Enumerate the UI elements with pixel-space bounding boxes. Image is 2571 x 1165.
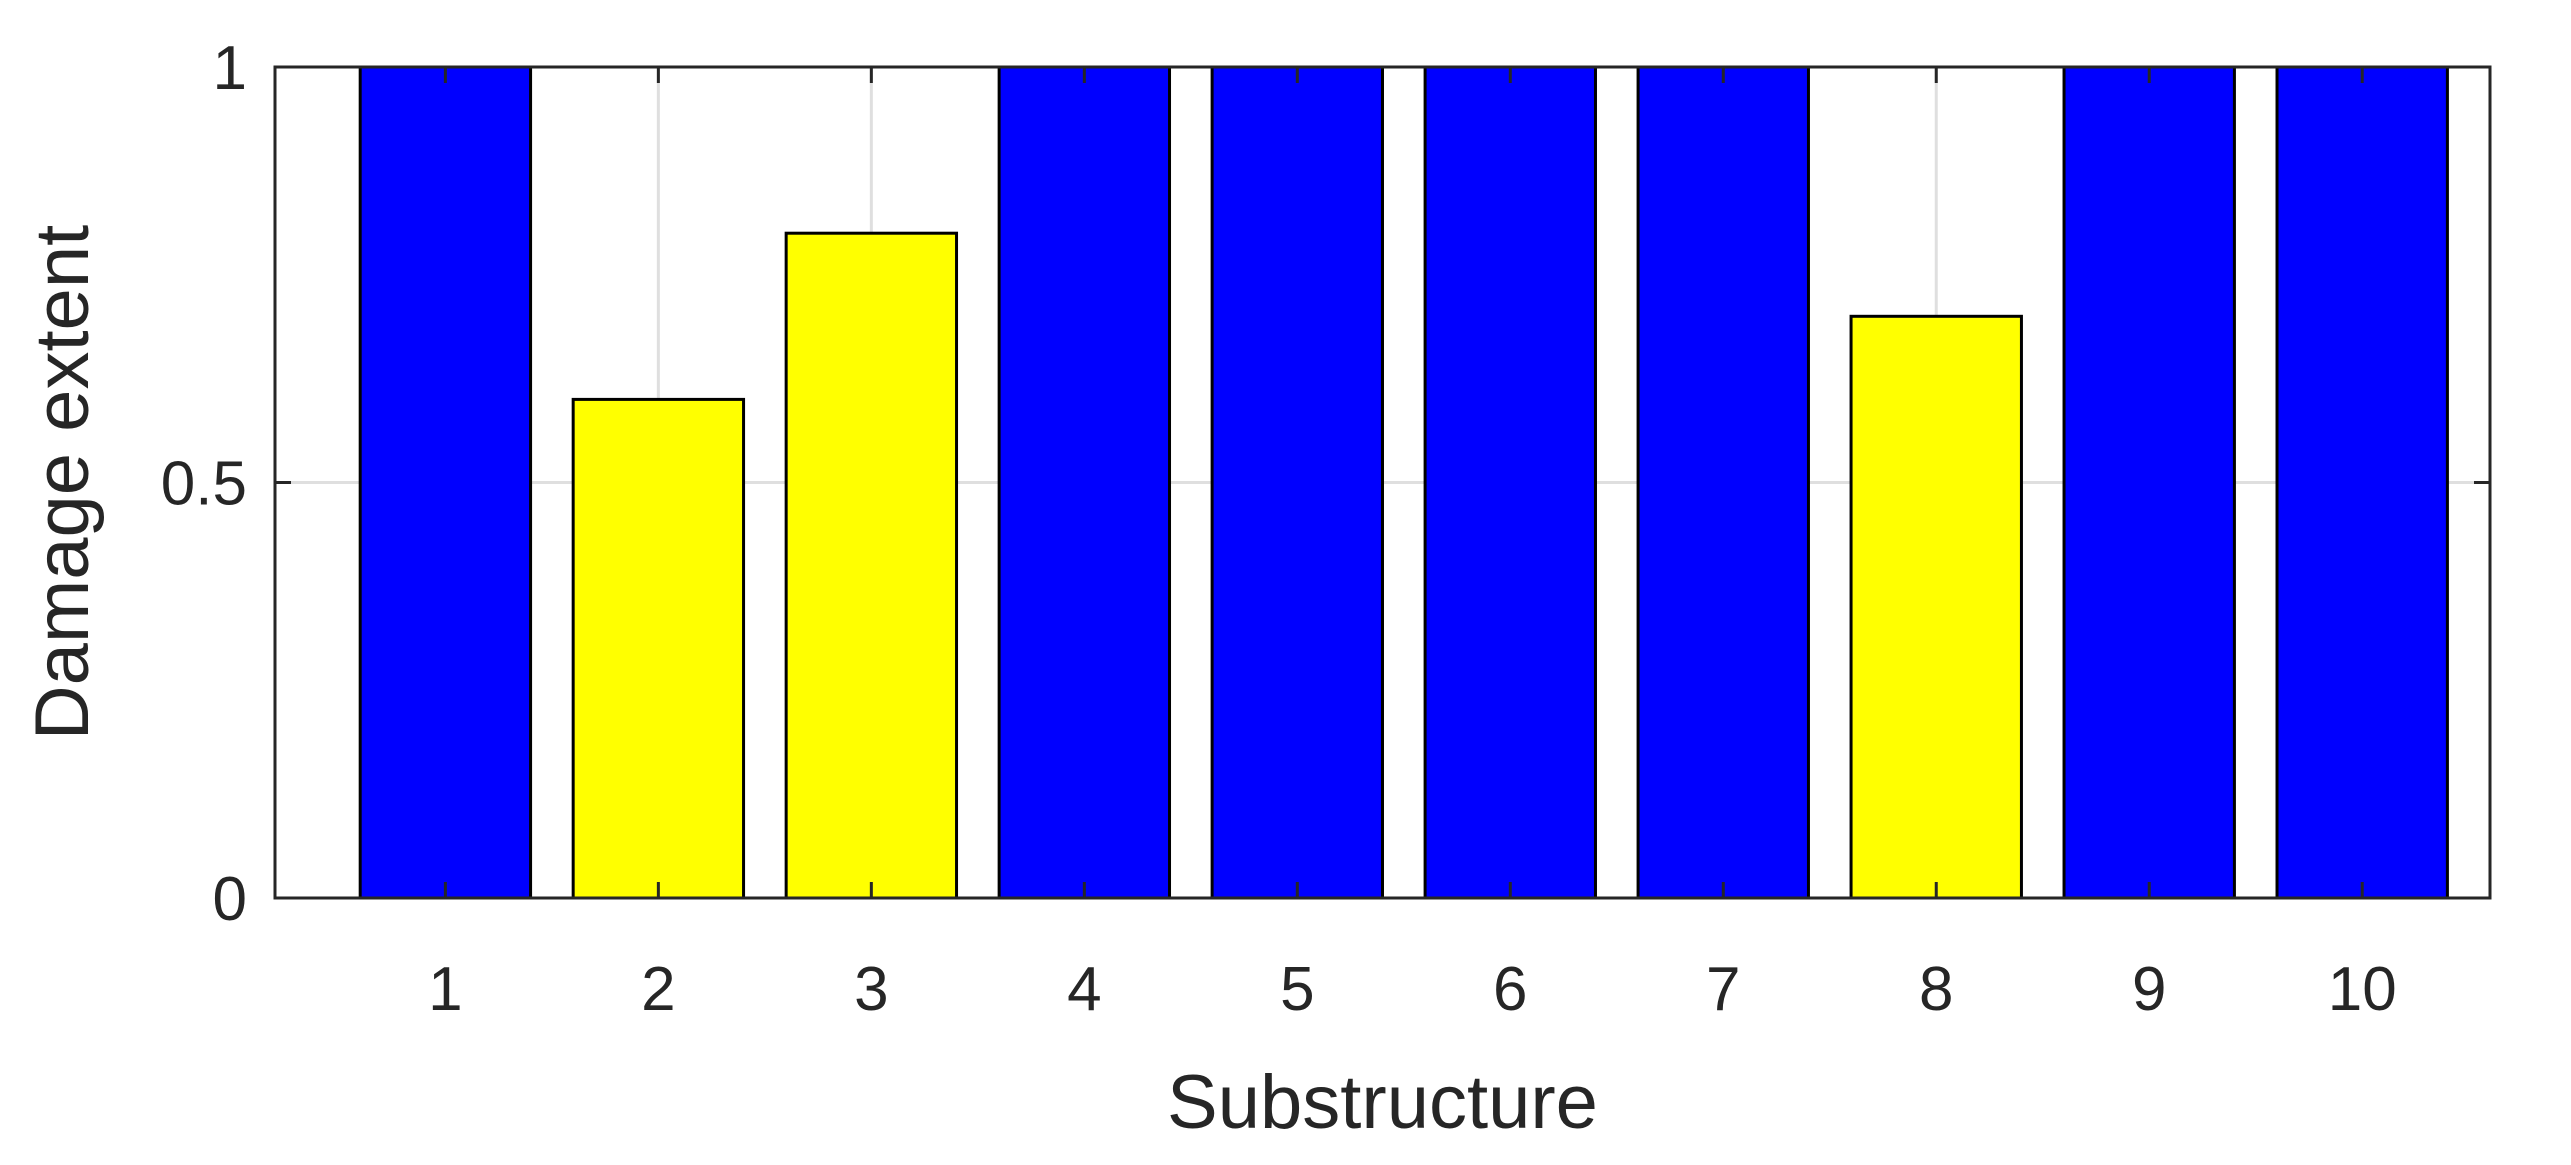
x-tick-label: 5 — [1280, 955, 1314, 1024]
bar-3 — [784, 231, 959, 900]
bar-2 — [571, 397, 746, 900]
bar-7 — [1636, 65, 1810, 900]
tick-marks — [275, 65, 2490, 900]
x-tick-label: 6 — [1493, 955, 1527, 1024]
x-axis-label: Substructure — [1167, 1060, 1598, 1145]
x-tick-label: 10 — [2328, 955, 2397, 1024]
bar-6 — [1423, 65, 1597, 900]
bar-9 — [2062, 65, 2236, 900]
x-tick-label: 9 — [2132, 955, 2166, 1024]
y-tick-label: 0.5 — [161, 450, 247, 519]
x-tick-labels: 1 2 3 4 5 6 7 8 9 10 — [428, 955, 2397, 1024]
bar-1 — [358, 65, 533, 900]
x-tick-label: 1 — [428, 955, 462, 1024]
x-tick-label: 8 — [1919, 955, 1953, 1024]
bar-8 — [1849, 314, 2023, 900]
y-axis-label: Damage extent — [20, 225, 105, 740]
bar-10 — [2275, 65, 2449, 900]
x-tick-label: 2 — [641, 955, 675, 1024]
x-tick-label: 3 — [854, 955, 888, 1024]
y-tick-label: 0 — [213, 865, 247, 934]
y-tick-label: 1 — [213, 34, 247, 103]
bars — [358, 65, 2449, 900]
x-tick-label: 4 — [1067, 955, 1101, 1024]
bar-4 — [997, 65, 1172, 900]
x-tick-label: 7 — [1706, 955, 1740, 1024]
bar-5 — [1210, 65, 1384, 900]
y-tick-labels: 00.51 — [161, 34, 247, 934]
